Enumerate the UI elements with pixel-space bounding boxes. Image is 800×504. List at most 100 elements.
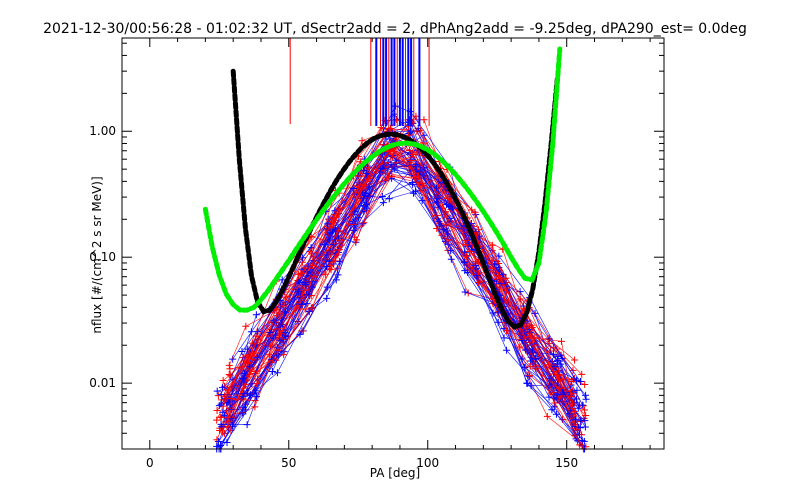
pa-point-marker-blue [461, 288, 469, 296]
pa-point-marker-red [275, 309, 283, 317]
pa-point-marker-blue [387, 160, 395, 168]
x-axis-label: PA [deg] [370, 466, 420, 480]
pa-point-marker-blue [411, 163, 419, 171]
pa-track-line-blue [229, 168, 583, 441]
pa-point-marker-blue [296, 330, 304, 338]
pa-point-marker-blue [218, 384, 226, 392]
pa-point-marker-blue [437, 179, 445, 187]
pa-point-marker-red [225, 361, 233, 369]
plot-frame [121, 37, 665, 450]
pa-point-marker-red [253, 380, 261, 388]
pa-point-marker-blue [521, 363, 529, 371]
pa-point-marker-blue [580, 437, 588, 445]
pa-point-marker-red [226, 365, 234, 373]
pa-point-marker-blue [269, 334, 277, 342]
black-fit-curve [230, 68, 560, 330]
pa-point-marker-red [526, 372, 534, 380]
pa-track-line-blue [221, 130, 576, 427]
green-fit-curve [202, 46, 563, 313]
pa-point-marker-red [358, 184, 366, 192]
pa-point-marker-blue [321, 241, 329, 249]
pa-point-marker-blue [215, 402, 223, 410]
pa-point-marker-red [559, 375, 567, 383]
pa-point-marker-blue [388, 174, 396, 182]
pa-point-marker-blue [360, 166, 368, 174]
pa-point-marker-blue [324, 220, 332, 228]
pa-point-marker-red [578, 370, 586, 378]
pa-point-marker-blue [302, 281, 310, 289]
pa-track-line-blue [222, 152, 577, 413]
pa-point-marker-blue [362, 201, 370, 209]
pa-point-marker-red [332, 214, 340, 222]
pa-point-marker-red [582, 411, 590, 419]
pa-point-marker-blue [323, 283, 331, 291]
pa-point-marker-blue [214, 438, 222, 446]
pa-point-marker-blue [572, 376, 580, 384]
pa-point-marker-red [219, 377, 227, 385]
pa-point-marker-blue [254, 327, 262, 335]
pa-point-marker-red [573, 425, 581, 433]
pa-point-marker-blue [572, 415, 580, 423]
pa-point-marker-red [462, 241, 470, 249]
pa-point-marker-blue [299, 254, 307, 262]
pa-point-marker-red [221, 392, 229, 400]
pa-point-marker-blue [334, 271, 342, 279]
pa-point-marker-blue [360, 194, 368, 202]
pa-point-marker-blue [251, 389, 259, 397]
pa-point-marker-blue [213, 387, 221, 395]
pa-point-marker-red [326, 215, 334, 223]
pa-point-marker-blue [385, 195, 393, 203]
pa-point-marker-red [321, 270, 329, 278]
fit-curve-layer [202, 46, 563, 330]
pa-point-marker-red [415, 172, 423, 180]
pa-point-marker-red [274, 347, 282, 355]
pa-point-marker-blue [500, 334, 508, 342]
pa-point-marker-blue [247, 328, 255, 336]
pa-track-line-red [228, 119, 582, 375]
pa-point-marker-red [213, 416, 221, 424]
pa-point-marker-red [214, 392, 222, 400]
pa-point-marker-blue [550, 394, 558, 402]
pa-point-marker-blue [243, 421, 251, 429]
pa-point-marker-blue [408, 179, 416, 187]
x-tick-label: 100 [416, 456, 439, 470]
pa-track-line-red [216, 151, 572, 421]
pa-point-marker-red [570, 408, 578, 416]
pa-point-marker-blue [523, 379, 531, 387]
axes: 0 50 100 150 1.00 0.10 0.01 [89, 37, 665, 470]
pa-point-marker-blue [548, 406, 556, 414]
pa-point-marker-red [543, 412, 551, 420]
y-axis-label: nflux [#/(cm^2 s sr MeV)] [90, 176, 104, 333]
pa-point-marker-blue [464, 268, 472, 276]
pa-point-marker-blue [359, 220, 367, 228]
y-tick-label: 1.00 [89, 124, 116, 138]
pa-point-marker-red [248, 350, 256, 358]
x-tick-label: 50 [281, 456, 296, 470]
pa-point-marker-blue [582, 391, 590, 399]
pa-point-marker-red [217, 413, 225, 421]
pa-point-marker-red [242, 322, 250, 330]
pa-point-marker-red [474, 278, 482, 286]
pa-point-marker-blue [297, 300, 305, 308]
pa-point-marker-blue [278, 276, 286, 284]
pa-point-marker-blue [278, 316, 286, 324]
pa-point-marker-blue [252, 311, 260, 319]
pa-point-marker-red [327, 261, 335, 269]
pa-point-marker-blue [518, 355, 526, 363]
pa-point-marker-red [213, 406, 221, 414]
pa-point-marker-blue [503, 346, 511, 354]
pa-point-marker-blue [268, 368, 276, 376]
pa-point-marker-blue [323, 251, 331, 259]
y-tick-label: 0.10 [89, 250, 116, 264]
pa-point-marker-blue [473, 272, 481, 280]
pa-point-marker-red [227, 395, 235, 403]
pa-point-marker-red [225, 370, 233, 378]
pa-point-marker-red [359, 181, 367, 189]
x-tick-label: 150 [555, 456, 578, 470]
y-tick-label: 0.01 [89, 376, 116, 390]
pa-point-marker-blue [532, 355, 540, 363]
pa-point-marker-red [216, 424, 224, 432]
pa-point-marker-blue [323, 294, 331, 302]
pa-point-marker-blue [550, 350, 558, 358]
